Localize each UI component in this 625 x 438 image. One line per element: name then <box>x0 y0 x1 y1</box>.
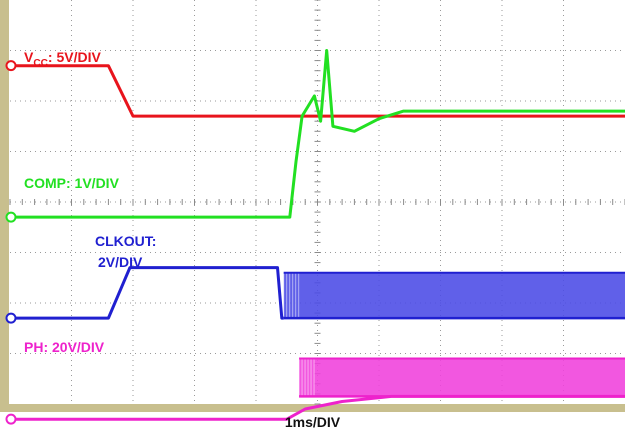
traces <box>10 49 625 421</box>
channel-labels: VCC: 5V/DIV COMP: 1V/DIV CLKOUT: 2V/DIV PH: … <box>24 49 156 355</box>
ph-scale-label: PH: 20V/DIV <box>24 339 105 355</box>
vcc-ground-marker <box>5 60 17 72</box>
left-bezel <box>0 0 9 412</box>
comp-trace <box>10 49 625 219</box>
clkout-ground-marker <box>5 312 17 324</box>
channel-ground-markers <box>5 60 17 425</box>
x-axis-label: 1ms/DIV <box>284 414 341 430</box>
clkout-scale-label-line2: 2V/DIV <box>98 254 143 270</box>
clkout-trace <box>10 266 284 320</box>
vcc-scale-label: VCC: 5V/DIV <box>24 49 101 69</box>
ph-switching-band <box>299 358 625 397</box>
comp-scale-label: COMP: 1V/DIV <box>24 175 120 191</box>
clkout-scale-label: CLKOUT: <box>95 233 156 249</box>
ph-ground-marker <box>5 413 17 425</box>
comp-ground-marker <box>5 211 17 223</box>
clkout-switching-band <box>283 272 625 319</box>
ph-trace <box>10 394 625 421</box>
vcc-trace <box>10 64 625 118</box>
